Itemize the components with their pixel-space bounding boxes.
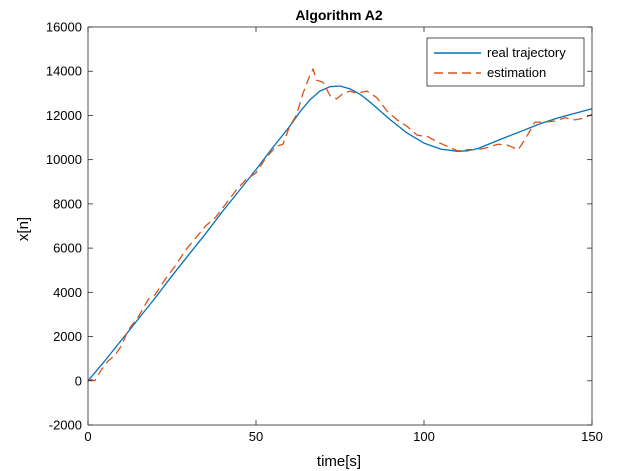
y-tick-label: 4000 bbox=[53, 285, 82, 300]
x-axis: 0 50 100 150 bbox=[84, 27, 603, 444]
x-tick-label: 100 bbox=[413, 429, 435, 444]
chart-title: Algorithm A2 bbox=[295, 7, 383, 23]
y-tick-label: 0 bbox=[75, 373, 82, 388]
y-tick-label: 6000 bbox=[53, 241, 82, 256]
axes-box bbox=[87, 26, 593, 426]
legend-label-estimation: estimation bbox=[487, 65, 546, 80]
legend: real trajectory estimation bbox=[426, 37, 585, 87]
y-tick-label: 2000 bbox=[53, 329, 82, 344]
y-axis-label: x[n] bbox=[15, 217, 32, 241]
plot-background bbox=[88, 27, 592, 425]
series-line-estimation bbox=[87, 68, 593, 382]
y-tick-label: 12000 bbox=[46, 108, 82, 123]
y-tick-label: -2000 bbox=[49, 418, 82, 433]
legend-box bbox=[426, 37, 585, 87]
y-tick-label: 14000 bbox=[46, 64, 82, 79]
y-tick-label: 8000 bbox=[53, 196, 82, 211]
legend-label-real-trajectory: real trajectory bbox=[487, 45, 566, 60]
series-line-real-trajectory bbox=[87, 85, 593, 382]
y-axis: -2000 0 2000 4000 6000 8000 10000 12000 14000 160… bbox=[46, 20, 592, 433]
y-tick-label: 10000 bbox=[46, 152, 82, 167]
plot-area bbox=[87, 26, 593, 426]
x-tick-label: 0 bbox=[84, 429, 91, 444]
x-tick-label: 50 bbox=[249, 429, 263, 444]
x-axis-label: time[s] bbox=[317, 453, 361, 470]
y-tick-label: 16000 bbox=[46, 20, 82, 35]
x-tick-label: 150 bbox=[581, 429, 603, 444]
